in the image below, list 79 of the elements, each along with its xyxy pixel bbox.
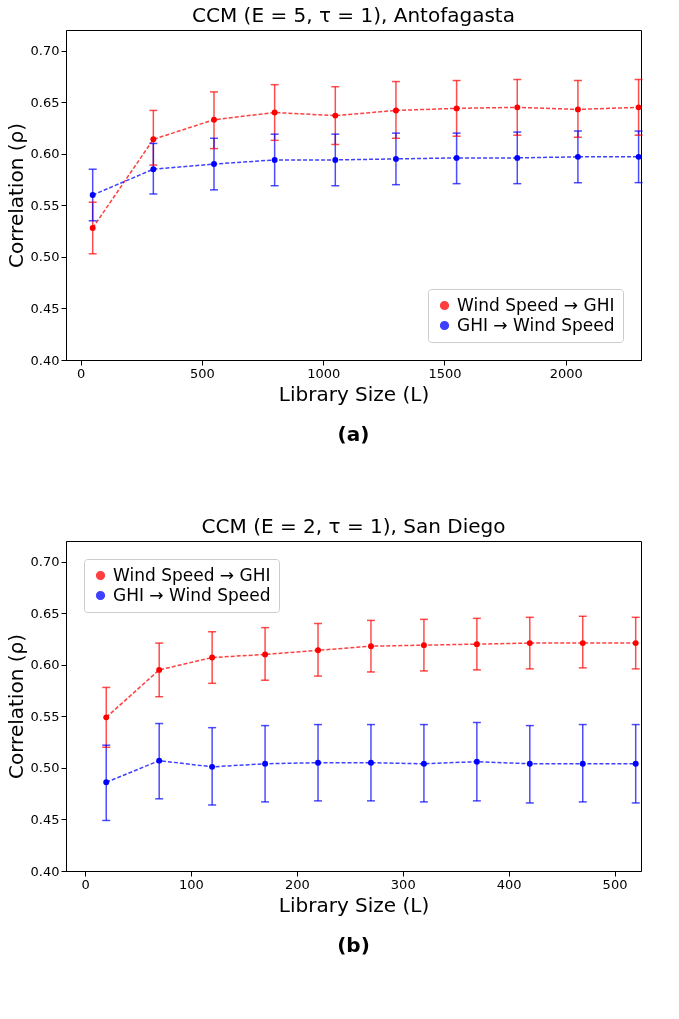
x-tick-label: 300 (390, 876, 416, 892)
point (368, 759, 374, 766)
point (632, 760, 639, 767)
legend-label: GHI → Wind Speed (113, 584, 271, 605)
y-tick-label: 0.40 (30, 863, 60, 879)
point (209, 763, 216, 770)
point (393, 155, 399, 162)
y-tick-label: 0.40 (30, 352, 60, 368)
point (514, 154, 521, 161)
point (574, 106, 581, 113)
x-tick-label: 0 (76, 365, 86, 381)
point (209, 654, 216, 661)
point (574, 153, 581, 160)
point (150, 136, 157, 143)
point (473, 758, 480, 765)
x-tick-label: 1500 (428, 365, 462, 381)
point (89, 192, 96, 198)
x-tick-label: 500 (602, 876, 628, 892)
x-tick-label: 1000 (307, 365, 341, 381)
y-tick-label: 0.65 (30, 605, 60, 621)
point (453, 154, 460, 161)
point (103, 714, 110, 721)
point (393, 107, 399, 114)
y-tick-label: 0.70 (30, 43, 60, 59)
point (150, 166, 157, 173)
point (211, 116, 217, 123)
point (635, 104, 642, 111)
point (368, 643, 374, 650)
x-axis-title: Library Size (L) (278, 892, 430, 917)
point (103, 779, 110, 786)
y-tick-label: 0.50 (30, 760, 60, 776)
point (332, 156, 339, 163)
point (315, 647, 321, 654)
point (156, 757, 163, 764)
x-tick-label: 200 (284, 876, 310, 892)
text: (a) (337, 422, 370, 446)
point (315, 759, 321, 766)
x-tick-label: 0 (81, 876, 90, 892)
y-tick-label: 0.50 (30, 249, 60, 265)
point (271, 109, 278, 116)
y-tick-label: 0.60 (30, 657, 60, 673)
x-tick-label: 500 (189, 365, 215, 381)
chart-title: CCM (E = 2, τ = 1), San Diego (201, 514, 506, 538)
point (420, 642, 427, 649)
y-tick-label: 0.70 (30, 554, 60, 570)
x-tick-label: 2000 (549, 365, 583, 381)
y-axis-title: Correlation (ρ) (3, 123, 28, 268)
point (514, 104, 521, 111)
point (632, 640, 639, 647)
point (271, 156, 278, 163)
point (156, 666, 163, 673)
y-axis-title: Correlation (ρ) (3, 634, 28, 779)
x-axis-title: Library Size (L) (278, 381, 430, 406)
y-tick-label: 0.45 (30, 811, 60, 827)
legend-label: Wind Speed → GHI (113, 564, 271, 585)
y-tick-label: 0.60 (30, 146, 60, 162)
y-tick-label: 0.55 (30, 197, 60, 213)
point (526, 640, 533, 647)
chart-title: CCM (E = 5, τ = 1), Antofagasta (192, 3, 515, 27)
point (89, 225, 96, 231)
point (526, 760, 533, 767)
point (332, 112, 339, 119)
x-tick-label: 100 (179, 876, 204, 892)
point (635, 153, 642, 160)
point (473, 641, 480, 648)
point (453, 105, 460, 112)
y-tick-label: 0.65 (30, 94, 60, 110)
text: (b) (337, 933, 370, 957)
x-tick-label: 400 (496, 876, 522, 892)
point (579, 640, 586, 647)
point (420, 760, 427, 767)
point (579, 760, 586, 767)
y-tick-label: 0.55 (30, 708, 60, 724)
point (262, 651, 269, 658)
point (211, 161, 217, 168)
legend-label: Wind Speed → GHI (457, 294, 615, 315)
point (262, 760, 269, 767)
y-tick-label: 0.45 (30, 300, 60, 316)
legend-label: GHI → Wind Speed (457, 314, 615, 335)
